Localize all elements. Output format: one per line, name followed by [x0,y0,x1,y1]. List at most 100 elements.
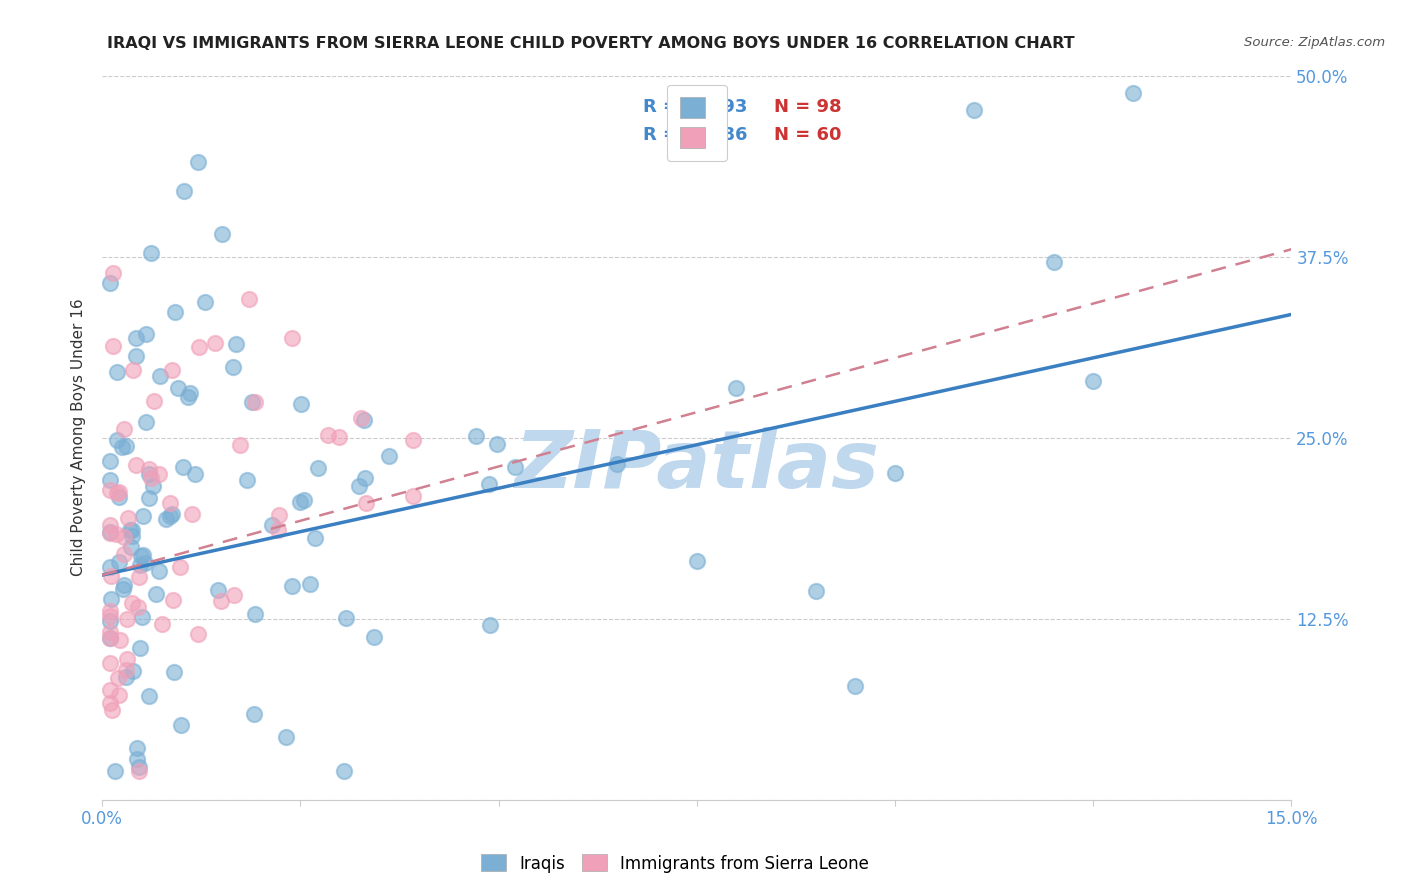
Point [1081,375,1104,389]
Point [402,489,425,503]
Point [963,103,986,117]
Point [98,560,121,574]
Point [98,624,121,639]
Point [204,336,226,351]
Point [238,292,260,306]
Point [108,555,131,569]
Point [290,397,312,411]
Point [98,524,121,539]
Point [112,530,135,544]
Point [162,507,184,521]
Point [222,588,245,602]
Point [125,349,148,363]
Point [117,511,139,525]
Point [242,395,264,409]
Point [347,479,370,493]
Point [105,365,128,379]
Point [112,547,135,561]
Point [108,490,131,504]
Point [132,548,155,562]
Point [725,381,748,395]
Point [107,434,129,448]
Text: R =  0.293: R = 0.293 [644,98,748,116]
Point [606,458,628,472]
Legend: , : , [666,85,727,161]
Text: IRAQI VS IMMIGRANTS FROM SIERRA LEONE CHILD POVERTY AMONG BOYS UNDER 16 CORRELAT: IRAQI VS IMMIGRANTS FROM SIERRA LEONE CH… [107,36,1074,51]
Point [148,564,170,578]
Point [225,336,247,351]
Point [115,611,138,625]
Point [128,569,150,583]
Point [148,467,170,481]
Point [108,485,131,500]
Point [222,360,245,375]
Point [98,525,121,540]
Point [328,430,350,444]
Point [129,549,152,563]
Point [129,558,152,573]
Point [128,760,150,774]
Point [98,608,121,623]
Point [354,471,377,485]
Point [138,491,160,505]
Point [207,582,229,597]
Point [98,276,121,290]
Point [478,618,501,632]
Point [150,617,173,632]
Text: Source: ZipAtlas.com: Source: ZipAtlas.com [1244,36,1385,49]
Point [121,524,143,538]
Point [288,495,311,509]
Point [132,509,155,524]
Point [142,479,165,493]
Point [503,459,526,474]
Point [134,557,156,571]
Point [159,496,181,510]
Point [135,326,157,341]
Point [98,518,121,533]
Point [281,579,304,593]
Point [100,569,122,583]
Point [98,631,121,645]
Point [356,495,378,509]
Point [884,466,907,480]
Point [307,461,329,475]
Y-axis label: Child Poverty Among Boys Under 16: Child Poverty Among Boys Under 16 [72,299,86,576]
Point [103,339,125,353]
Point [145,587,167,601]
Point [127,740,149,755]
Point [121,363,143,377]
Point [135,415,157,429]
Point [350,410,373,425]
Point [1042,255,1064,269]
Point [159,509,181,524]
Point [98,614,121,628]
Point [209,594,232,608]
Point [143,393,166,408]
Point [128,764,150,778]
Point [101,266,124,280]
Point [211,227,233,242]
Legend: Iraqis, Immigrants from Sierra Leone: Iraqis, Immigrants from Sierra Leone [474,847,876,880]
Point [138,462,160,476]
Point [104,526,127,541]
Point [114,439,136,453]
Point [177,390,200,404]
Point [125,331,148,345]
Point [184,467,207,481]
Point [299,576,322,591]
Point [108,689,131,703]
Point [172,459,194,474]
Point [163,665,186,679]
Point [276,731,298,745]
Point [98,483,121,498]
Point [486,436,509,450]
Point [155,512,177,526]
Point [129,640,152,655]
Point [166,381,188,395]
Point [98,604,121,618]
Point [98,473,121,487]
Point [111,582,134,596]
Point [98,453,121,467]
Point [141,471,163,485]
Text: N = 98: N = 98 [775,98,842,116]
